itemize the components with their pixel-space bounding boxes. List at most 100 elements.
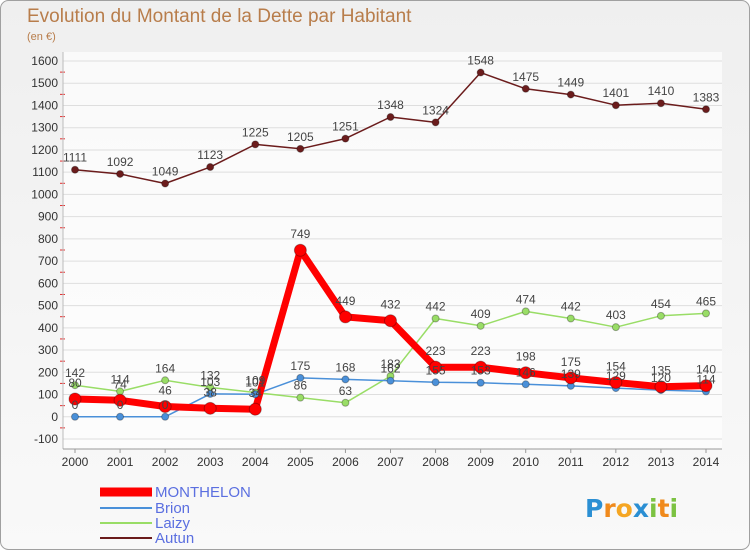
- series-monthelon-point: [203, 401, 217, 415]
- series-brion-label: 168: [335, 360, 355, 374]
- series-laizy-point: [296, 393, 305, 402]
- series-brion-label: 120: [651, 371, 671, 385]
- series-monthelon-label: 34: [249, 386, 263, 400]
- series-monthelon-point: [338, 310, 352, 324]
- series-autun-point: [702, 105, 710, 114]
- series-brion-point: [431, 378, 440, 387]
- series-autun-label: 1410: [648, 84, 675, 98]
- chart-title: Evolution du Montant de la Dette par Hab…: [27, 6, 412, 27]
- y-tick-label: 1300: [31, 121, 58, 135]
- series-brion-point: [341, 375, 350, 384]
- series-monthelon-label: 46: [158, 384, 172, 398]
- series-autun-point: [296, 144, 305, 153]
- series-monthelon-label: 449: [335, 294, 355, 308]
- series-autun-point: [476, 68, 485, 77]
- series-laizy-label: 403: [606, 308, 626, 322]
- series-monthelon-point: [564, 371, 578, 385]
- x-tick-label: 2003: [197, 455, 224, 469]
- logo-letter: P: [585, 494, 603, 523]
- logo-letter: i: [670, 494, 679, 523]
- series-autun-point: [341, 134, 350, 143]
- series-autun-label: 1475: [512, 70, 539, 84]
- series-autun-label: 1123: [197, 148, 223, 162]
- series-laizy-label: 86: [294, 379, 308, 393]
- x-tick-label: 2001: [107, 455, 134, 469]
- series-brion-label: 162: [380, 362, 400, 376]
- series-autun-label: 1548: [467, 54, 494, 68]
- series-monthelon-label: 223: [471, 344, 491, 358]
- series-monthelon-point: [68, 392, 82, 406]
- grid-lines: [63, 60, 722, 440]
- x-tick-label: 2006: [332, 455, 359, 469]
- series-autun-label: 1049: [152, 165, 179, 179]
- series-brion-label: 153: [471, 364, 491, 378]
- x-tick-label: 2010: [512, 455, 539, 469]
- series-laizy-label: 465: [696, 294, 716, 308]
- series-laizy-label: 183: [380, 357, 400, 371]
- series-brion-label: 155: [426, 363, 446, 377]
- series-monthelon-point: [113, 393, 127, 407]
- y-tick-label: -100: [34, 432, 58, 446]
- series-monthelon-label: 154: [606, 360, 626, 374]
- series-autun-label: 1205: [287, 130, 314, 144]
- series-brion-label: 139: [561, 367, 581, 381]
- series-laizy-point: [702, 309, 710, 318]
- logo-letter: i: [649, 494, 658, 523]
- series-autun-point: [431, 118, 440, 127]
- legend-label-laizy: Laizy: [155, 515, 191, 532]
- series-brion-point: [296, 373, 305, 382]
- logo-letter: r: [603, 494, 616, 523]
- x-tick-label: 2008: [422, 455, 449, 469]
- x-tick-label: 2005: [287, 455, 314, 469]
- x-tick-label: 2004: [242, 455, 269, 469]
- series-brion-point: [476, 378, 485, 387]
- x-tick-label: 2011: [558, 455, 584, 469]
- y-tick-label: 700: [38, 254, 58, 268]
- y-tick-label: 0: [51, 410, 58, 424]
- y-tick-label: 1400: [31, 98, 58, 112]
- series-laizy-label: 442: [561, 299, 581, 313]
- series-brion-point: [116, 412, 125, 421]
- series-monthelon-point: [384, 314, 397, 328]
- chart-subtitle: (en €): [27, 31, 56, 43]
- x-tick-label: 2012: [603, 455, 630, 469]
- y-tick-label: 900: [38, 210, 58, 224]
- series-monthelon-label: 135: [651, 364, 671, 378]
- series-monthelon-point: [609, 376, 623, 390]
- series-laizy-label: 132: [200, 368, 220, 382]
- y-tick-label: 600: [38, 276, 58, 290]
- series-autun-label: 1251: [332, 120, 359, 134]
- series-autun-point: [116, 169, 125, 178]
- y-tick-label: 800: [38, 232, 58, 246]
- y-tick-label: 1100: [32, 165, 58, 179]
- proxiti-logo: Proxiti: [585, 494, 678, 523]
- y-tick-label: 1000: [31, 187, 58, 201]
- series-laizy-point: [161, 376, 170, 385]
- series-autun-label: 1111: [63, 151, 87, 165]
- series-laizy-label: 142: [65, 366, 85, 380]
- series-monthelon-point: [474, 360, 488, 374]
- series-monthelon-label: 38: [204, 385, 218, 399]
- series-brion-label: 146: [516, 365, 536, 379]
- series-laizy-label: 409: [471, 307, 491, 321]
- series-laizy-label: 442: [426, 299, 446, 313]
- series-monthelon-label: 198: [516, 350, 536, 364]
- series-brion-point: [71, 412, 79, 421]
- series-monthelon-point: [293, 243, 307, 257]
- series-monthelon-label: 432: [380, 298, 400, 312]
- series-laizy-label: 109: [245, 374, 265, 388]
- series-brion-label: 114: [696, 372, 715, 386]
- series-points: [68, 68, 713, 421]
- series-autun-point: [521, 84, 530, 93]
- series-brion-point: [521, 380, 530, 389]
- logo-letter: t: [658, 494, 670, 523]
- series-monthelon-point: [158, 400, 172, 414]
- series-laizy-point: [476, 321, 485, 330]
- legend-label-brion: Brion: [155, 500, 190, 517]
- series-brion-label: 129: [606, 369, 626, 383]
- legend-label-monthelon: MONTHELON: [155, 484, 251, 501]
- series-laizy-point: [341, 398, 350, 407]
